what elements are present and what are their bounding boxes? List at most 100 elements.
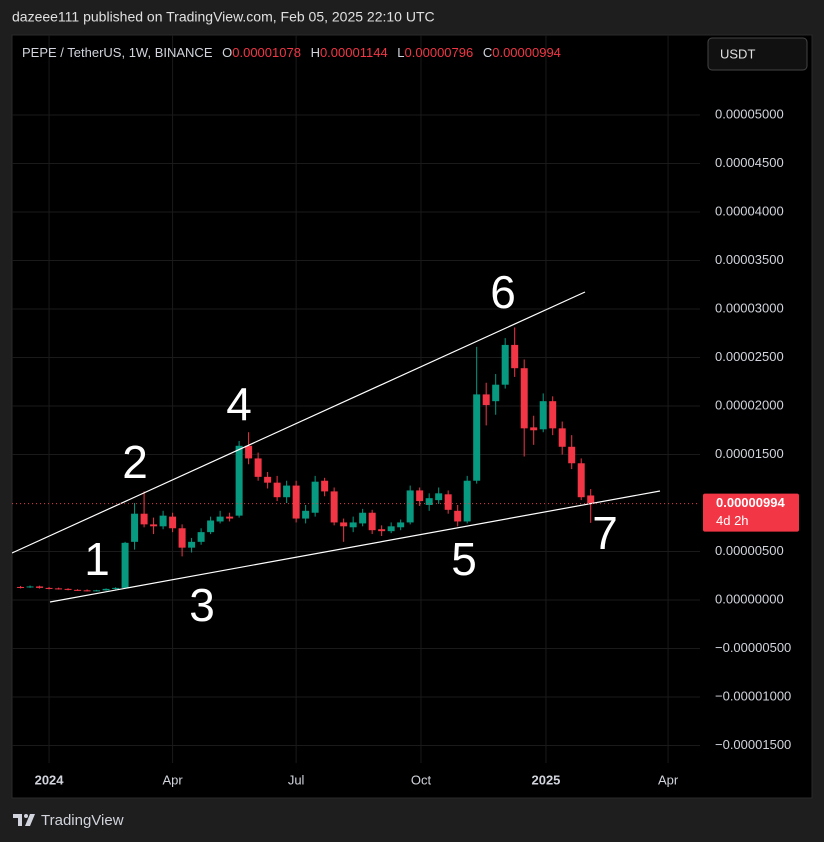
candle-body	[349, 522, 357, 528]
x-tick-label: Apr	[162, 772, 183, 787]
candle-body	[140, 513, 148, 525]
candle-body	[131, 513, 139, 542]
candle-body	[302, 510, 310, 519]
candle-body	[273, 482, 281, 498]
candle-body	[463, 480, 471, 522]
ohlc-value: 0.00001144	[320, 45, 388, 60]
ohlc-label: L	[397, 45, 404, 60]
candle-body	[330, 491, 338, 523]
candle-body	[416, 490, 424, 502]
price-label-box	[703, 493, 799, 532]
candle-body	[558, 428, 566, 447]
ohlc-label: C	[483, 45, 492, 60]
y-tick-label: 0.00002000	[715, 397, 784, 412]
logo-mark	[13, 814, 22, 826]
candle-body	[359, 512, 367, 524]
candle-body	[235, 445, 243, 516]
candle-body	[311, 481, 319, 513]
annotation: 2	[122, 436, 148, 488]
candle-body	[473, 394, 481, 481]
candle-body	[188, 541, 196, 548]
countdown: 4d 2h	[716, 513, 749, 528]
candle-body	[406, 490, 414, 523]
ohlc-label: O	[222, 45, 232, 60]
annotation: 3	[189, 579, 215, 631]
ohlc-value: 0.00000796	[405, 45, 474, 60]
chart-panel	[11, 34, 813, 799]
annotation: 4	[226, 378, 252, 430]
ohlc-label: H	[311, 45, 320, 60]
candle-body	[587, 495, 595, 504]
candle-body	[207, 520, 215, 533]
x-tick-label: Oct	[411, 772, 432, 787]
legend: PEPE / TetherUS, 1W, BINANCE O0.00001078…	[22, 45, 561, 60]
candle-body	[539, 401, 547, 430]
candle-body	[568, 446, 576, 464]
y-tick-label: 0.00003000	[715, 300, 784, 315]
x-tick-label: Jul	[288, 772, 305, 787]
price-label: 0.00000994	[716, 495, 785, 510]
annotation: 6	[490, 266, 516, 318]
candle-body	[378, 529, 386, 532]
y-tick-label: −0.00001500	[715, 737, 791, 752]
y-tick-label: 0.00001500	[715, 446, 784, 461]
candle-body	[74, 589, 82, 591]
candle-body	[254, 458, 262, 477]
candle-body	[150, 524, 158, 527]
ohlc-value: 0.00000994	[492, 45, 561, 60]
candle-body	[482, 394, 490, 406]
candle-body	[368, 512, 376, 531]
x-tick-label: 2024	[35, 772, 65, 787]
upper-trendline	[12, 291, 586, 554]
candle-body	[292, 485, 300, 519]
candle-body	[55, 588, 63, 590]
candle-body	[321, 480, 329, 492]
ohlc-value: 0.00001078	[232, 45, 301, 60]
y-tick-label: 0.00004500	[715, 155, 784, 170]
candle-body	[425, 498, 433, 505]
candle-body	[64, 588, 72, 590]
publisher: dazeee111 published on TradingView.com, …	[12, 9, 435, 25]
candle-body	[121, 542, 129, 588]
logo-mark	[24, 814, 28, 818]
candle-body	[45, 587, 53, 589]
candle-body	[17, 586, 25, 588]
candle-body	[454, 510, 462, 522]
logo-mark	[25, 814, 35, 826]
candle-body	[340, 522, 348, 527]
candle-body	[178, 528, 186, 548]
y-tick-label: −0.00000500	[715, 640, 791, 655]
candle-body	[102, 588, 110, 591]
candle-body	[283, 485, 291, 498]
symbol: PEPE / TetherUS, 1W, BINANCE	[22, 45, 213, 60]
y-tick-label: 0.00002500	[715, 349, 784, 364]
y-tick-label: 0.00005000	[715, 106, 784, 121]
candle-body	[444, 494, 452, 510]
candle-body	[197, 532, 205, 542]
candle-body	[36, 586, 44, 588]
annotation: 1	[84, 533, 110, 585]
candle-body	[93, 590, 101, 592]
currency-label[interactable]: USDT	[720, 46, 755, 61]
currency-button[interactable]	[707, 37, 808, 71]
y-tick-label: −0.00001000	[715, 688, 791, 703]
brand-logo	[13, 814, 35, 826]
annotation: 7	[592, 507, 618, 559]
candle-body	[492, 384, 500, 402]
y-tick-label: 0.00003500	[715, 252, 784, 267]
y-tick-label: 0.00000000	[715, 591, 784, 606]
y-tick-label: 0.00000500	[715, 543, 784, 558]
candle-body	[501, 344, 509, 385]
candles	[17, 327, 595, 592]
brand: TradingView	[41, 812, 124, 829]
candle-body	[549, 401, 557, 429]
x-tick-label: 2025	[531, 772, 560, 787]
lower-trendline	[49, 490, 661, 603]
candle-body	[264, 476, 272, 483]
drawings	[12, 291, 661, 603]
candle-body	[169, 516, 177, 529]
candle-body	[577, 463, 585, 498]
candle-body	[530, 427, 538, 431]
candle-body	[216, 516, 224, 522]
